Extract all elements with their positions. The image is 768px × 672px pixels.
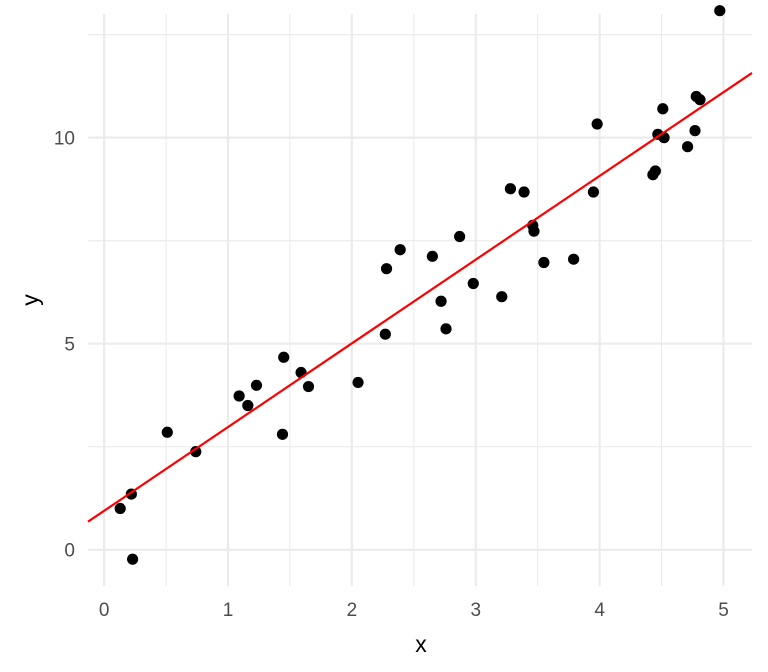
major-gridlines: [88, 14, 752, 586]
data-point: [394, 244, 406, 256]
y-tick-label: 0: [64, 541, 75, 562]
y-tick-labels: 0 5 10: [54, 129, 75, 562]
data-point: [689, 125, 701, 137]
data-point: [649, 165, 661, 177]
data-point: [435, 295, 447, 307]
x-tick-label: 1: [223, 600, 234, 621]
x-tick-label: 5: [718, 600, 729, 621]
x-tick-label: 0: [99, 600, 110, 621]
data-point: [242, 399, 254, 412]
data-point: [714, 5, 726, 17]
fit-line: [87, 72, 753, 523]
data-point: [276, 428, 289, 440]
data-points: [114, 5, 726, 565]
data-point: [426, 250, 438, 262]
data-point: [568, 253, 580, 265]
data-point: [504, 183, 517, 195]
y-tick-label: 10: [54, 129, 75, 150]
data-point: [528, 225, 540, 237]
data-point: [380, 263, 393, 275]
data-point: [518, 186, 530, 198]
data-point: [467, 277, 479, 290]
data-point: [161, 426, 173, 438]
y-tick-label: 5: [64, 335, 75, 356]
data-point: [681, 141, 694, 153]
data-point: [126, 553, 139, 565]
data-point: [250, 379, 263, 391]
x-tick-label: 4: [594, 600, 605, 621]
x-tick-label: 3: [470, 600, 481, 621]
x-tick-label: 2: [347, 600, 358, 621]
data-point: [454, 230, 466, 243]
data-point: [379, 328, 391, 340]
data-point: [538, 256, 550, 269]
minor-gridlines: [88, 14, 752, 586]
fit-line-group: [87, 72, 753, 523]
y-axis-title: y: [17, 294, 43, 306]
data-point: [278, 351, 290, 363]
data-point: [587, 186, 600, 198]
data-point: [233, 390, 245, 402]
x-axis-title: x: [415, 631, 427, 657]
data-point: [352, 376, 364, 389]
x-tick-labels: 0 1 2 3 4 5: [99, 600, 729, 621]
data-point: [657, 103, 669, 115]
data-point: [114, 502, 126, 515]
data-point: [440, 323, 452, 335]
data-point: [694, 94, 706, 106]
data-point: [591, 118, 603, 130]
data-point: [190, 446, 202, 458]
data-point: [496, 291, 508, 303]
data-point: [302, 380, 315, 393]
